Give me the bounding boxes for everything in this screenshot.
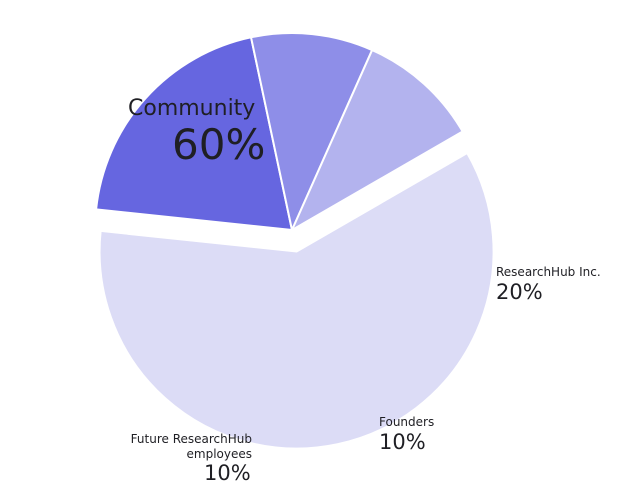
- slice-label-community: Community 60%: [128, 98, 265, 166]
- pie-slice-community: [98, 151, 495, 450]
- slice-name-researchhub-inc: ResearchHub Inc.: [496, 265, 601, 279]
- pie-slice-researchhub-inc: [94, 36, 294, 232]
- slice-value-researchhub-inc: 20%: [496, 280, 543, 304]
- slice-value-future-employees: 10%: [204, 461, 251, 485]
- slice-label-founders: Founders 10%: [379, 416, 434, 453]
- pie-slice-future-researchhub-employees: [289, 48, 464, 233]
- slice-label-future-employees: Future ResearchHub employees 10%: [116, 432, 252, 484]
- pie-slice-founders: [249, 32, 374, 234]
- slice-name-founders: Founders: [379, 415, 435, 429]
- slice-name-community: Community: [128, 96, 256, 121]
- slice-label-researchhub-inc: ResearchHub Inc. 20%: [496, 266, 601, 303]
- slice-name-future-employees: Future ResearchHub employees: [130, 432, 252, 461]
- slice-value-founders: 10%: [379, 430, 426, 454]
- slice-value-community: 60%: [172, 120, 266, 169]
